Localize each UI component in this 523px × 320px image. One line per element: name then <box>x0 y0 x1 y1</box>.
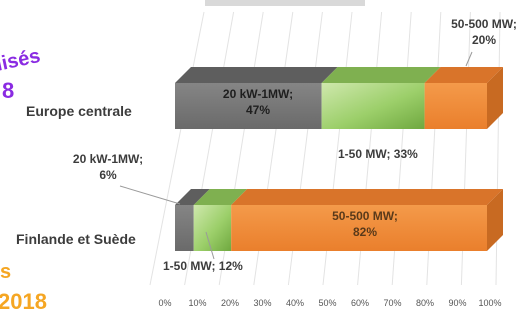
bar-segment <box>175 205 194 251</box>
x-tick-label: 80% <box>416 298 434 308</box>
bar-top-face <box>175 189 210 205</box>
cut-title-remnant <box>205 0 365 6</box>
x-tick-label: 20% <box>221 298 239 308</box>
bar-segment <box>231 205 487 251</box>
bar-segment <box>175 83 322 129</box>
gridline <box>149 11 205 286</box>
bar-top-face <box>321 67 441 83</box>
gridline <box>495 11 501 286</box>
data-label: 50-500 MW; 20% <box>451 17 517 47</box>
bar-segment <box>193 205 232 251</box>
category-label: Europe centrale <box>26 103 132 119</box>
bar-segment <box>424 83 487 129</box>
leader-line <box>465 51 473 67</box>
x-tick-label: 40% <box>286 298 304 308</box>
x-tick-labels: 0% 10% 20% 30% 40% 50% 60% 70% 80% 90% 100% <box>158 298 501 308</box>
bars <box>175 67 503 251</box>
x-tick-label: 30% <box>253 298 271 308</box>
fragment-top-2: 8 <box>2 78 14 103</box>
bar-side-face <box>487 189 503 251</box>
x-tick-label: 60% <box>351 298 369 308</box>
data-label: 50-500 MW; 82% <box>332 209 398 239</box>
x-tick-label: 100% <box>478 298 501 308</box>
data-label: 20 kW-1MW; 6% <box>73 152 143 182</box>
fragment-bottom-1: s <box>0 261 11 283</box>
leader-line <box>119 185 181 205</box>
category-label: Finlande et Suède <box>16 231 136 247</box>
x-tick-label: 50% <box>318 298 336 308</box>
bar-top-face <box>424 67 503 83</box>
data-label: 1-50 MW; 12% <box>163 259 243 273</box>
bar-top-face <box>231 189 503 205</box>
bar-side-face <box>487 67 503 129</box>
x-tick-label: 0% <box>158 298 171 308</box>
leader-lines <box>119 51 473 260</box>
data-label: 1-50 MW; 33% <box>338 147 418 161</box>
x-tick-label: 70% <box>383 298 401 308</box>
category-labels: Europe centrale Finlande et Suède <box>16 103 136 247</box>
x-tick-label: 90% <box>448 298 466 308</box>
data-label: 20 kW-1MW; 47% <box>223 87 293 117</box>
fragment-bottom-2: 2018 <box>0 289 47 314</box>
bar-segment <box>321 83 425 129</box>
fragment-top-1: lisés <box>0 45 42 76</box>
bar-top-face <box>193 189 248 205</box>
data-labels: 20 kW-1MW; 47% 1-50 MW; 33% 50-500 MW; 20% 20… <box>73 17 517 273</box>
leader-line <box>205 231 215 260</box>
x-tick-label: 10% <box>188 298 206 308</box>
bar-top-face <box>175 67 338 83</box>
